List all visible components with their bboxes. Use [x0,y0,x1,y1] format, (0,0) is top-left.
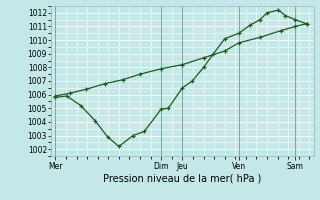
X-axis label: Pression niveau de la mer( hPa ): Pression niveau de la mer( hPa ) [103,173,261,183]
